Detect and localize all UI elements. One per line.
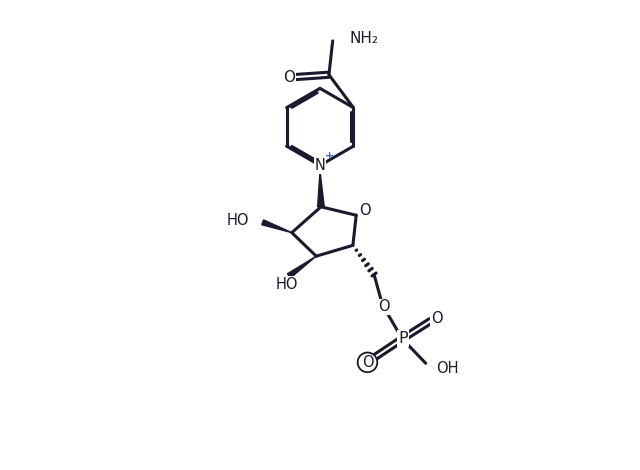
Text: NH₂: NH₂ (349, 31, 378, 46)
Text: O: O (378, 299, 389, 314)
Text: HO: HO (275, 277, 298, 292)
Text: OH: OH (436, 360, 459, 376)
Text: O: O (283, 70, 295, 85)
Text: O: O (362, 355, 373, 370)
Text: HO: HO (227, 213, 250, 228)
Polygon shape (287, 256, 316, 278)
Polygon shape (262, 220, 292, 233)
Text: +: + (325, 150, 335, 161)
Polygon shape (317, 171, 324, 207)
Text: N: N (315, 158, 325, 173)
Text: O: O (431, 311, 443, 326)
Text: O: O (359, 203, 371, 218)
Text: P: P (398, 331, 408, 346)
